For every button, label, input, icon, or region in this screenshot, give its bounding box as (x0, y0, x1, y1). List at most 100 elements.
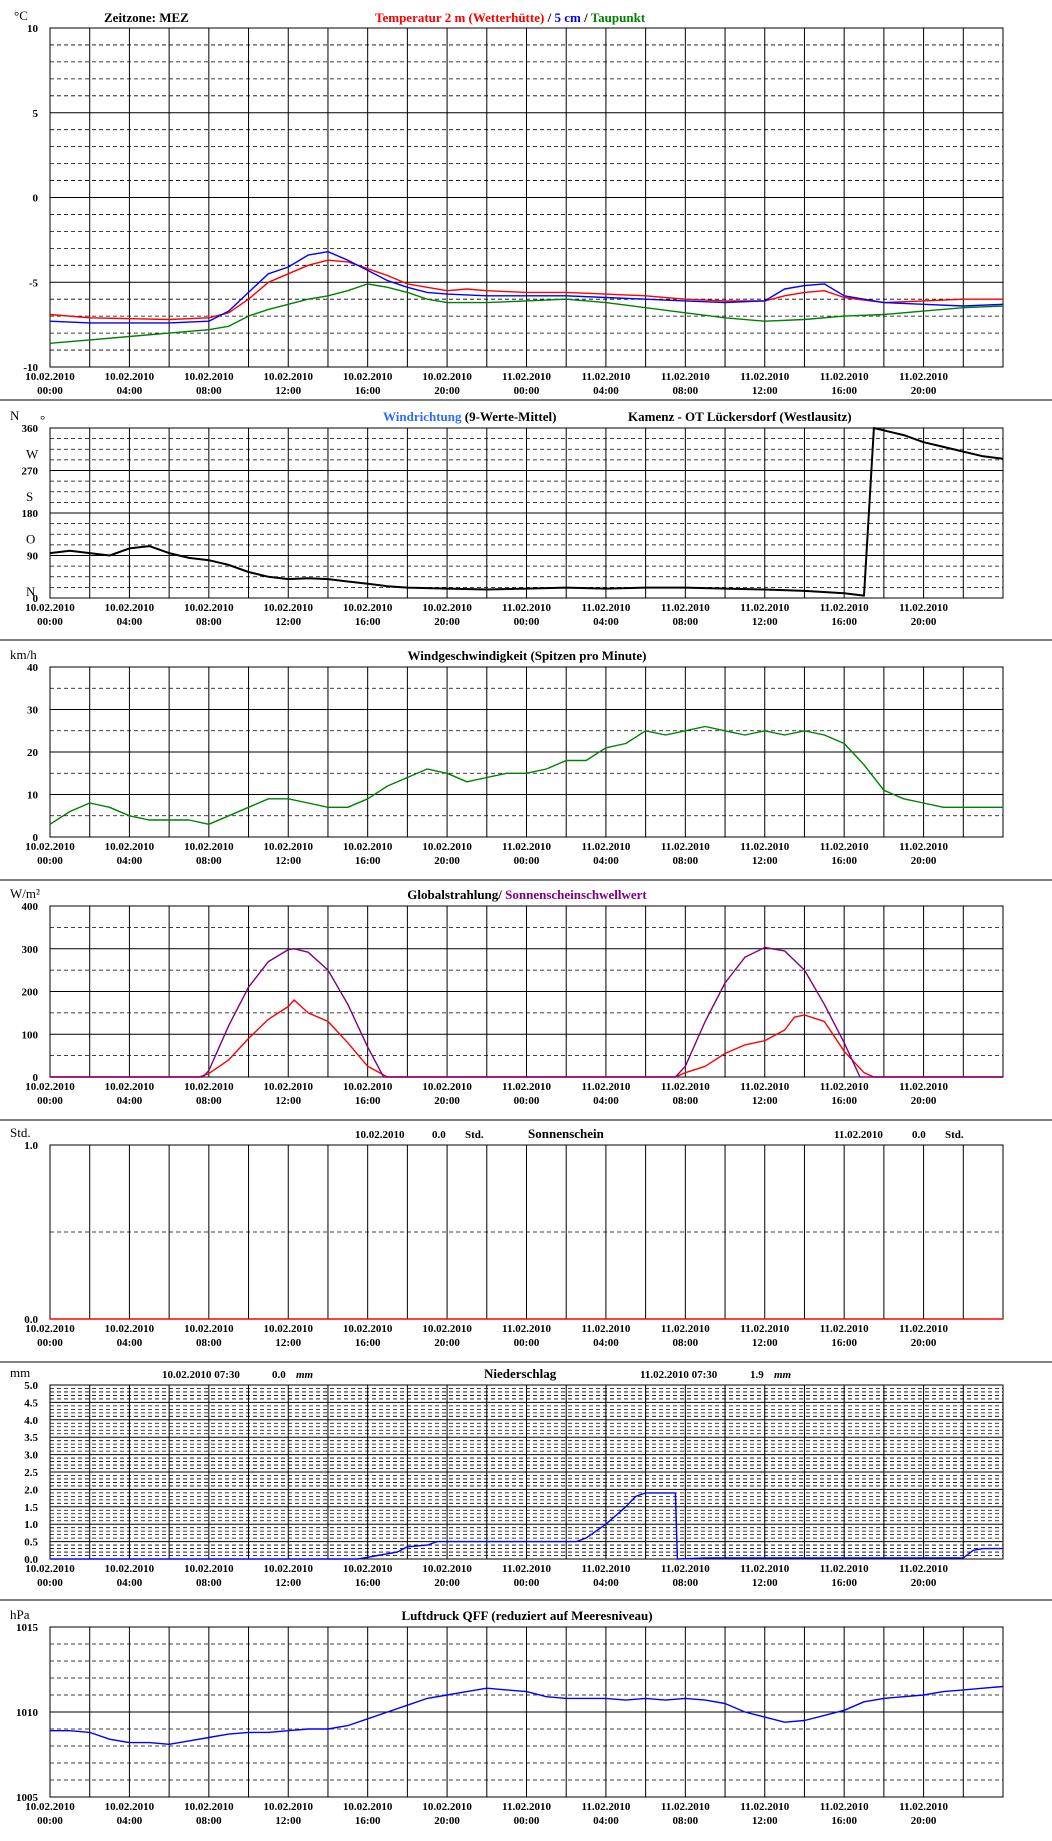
x-tick-date: 11.02.2010 (820, 1801, 869, 1813)
panel-wind_direction: 360 270 180 90 0 W S O N N ° Windrichtung (9-Werte-… (10, 408, 1004, 628)
x-tick-date: 11.02.2010 (820, 371, 869, 383)
x-tick-date: 10.02.2010 (422, 1323, 472, 1335)
x-tick-time: 08:00 (196, 385, 222, 397)
unit-label: °C (14, 8, 28, 23)
plot-frame (49, 27, 1004, 368)
x-tick-date: 11.02.2010 (581, 1323, 630, 1335)
panel-title: Temperatur 2 m (Wetterhütte) / 5 cm / Ta… (375, 10, 646, 25)
x-tick-date: 11.02.2010 (899, 371, 948, 383)
series-temperature-0 (49, 259, 1003, 321)
x-tick-time: 00:00 (37, 1337, 63, 1349)
x-tick-time: 12:00 (275, 855, 301, 867)
x-tick-date: 10.02.2010 (343, 841, 393, 853)
x-tick-time: 00:00 (37, 1577, 63, 1589)
x-tick-time: 12:00 (275, 1815, 301, 1827)
panel-title: Windrichtung (9-Werte-Mittel) (383, 409, 556, 424)
sum-date: 11.02.2010 07:30 (640, 1369, 718, 1381)
unit-label: W/m² (10, 886, 40, 901)
x-tick-date: 10.02.2010 (422, 1563, 472, 1575)
sum-value: 0.0 (912, 1129, 926, 1141)
x-tick-time: 00:00 (514, 1095, 540, 1107)
x-tick-date: 11.02.2010 (502, 841, 551, 853)
x-tick-time: 08:00 (196, 1815, 222, 1827)
series-temperature-2 (49, 283, 1004, 344)
y-tick-label: 200 (22, 987, 39, 999)
x-tick-time: 16:00 (831, 1577, 857, 1589)
y-tick-label: 5 (33, 108, 39, 120)
x-tick-date: 11.02.2010 (502, 602, 551, 614)
x-tick-time: 16:00 (355, 385, 381, 397)
x-tick-date: 11.02.2010 (820, 1563, 869, 1575)
x-tick-time: 20:00 (434, 855, 460, 867)
y-tick-label: 2.5 (24, 1467, 38, 1479)
x-tick-date: 11.02.2010 (581, 1801, 630, 1813)
x-tick-time: 12:00 (752, 1577, 778, 1589)
x-tick-time: 16:00 (831, 1095, 857, 1107)
x-tick-time: 08:00 (672, 616, 698, 628)
y-tick-label: -5 (29, 277, 39, 289)
y-tick-label: 0.0 (24, 1314, 38, 1326)
x-tick-date: 10.02.2010 (25, 602, 75, 614)
x-tick-time: 20:00 (911, 855, 937, 867)
panel-title: Luftdruck QFF (reduziert auf Meeresnivea… (401, 1608, 652, 1623)
x-tick-date: 10.02.2010 (422, 1081, 472, 1093)
y-tick-label: 1010 (16, 1707, 39, 1719)
x-tick-date: 11.02.2010 (740, 1801, 789, 1813)
x-tick-time: 04:00 (593, 385, 619, 397)
series-pressure-0 (50, 1685, 1004, 1746)
y-tick-label: 30 (27, 705, 39, 717)
x-tick-time: 12:00 (275, 1337, 301, 1349)
x-tick-date: 10.02.2010 (422, 1801, 472, 1813)
x-tick-time: 00:00 (514, 1815, 540, 1827)
x-tick-time: 16:00 (831, 385, 857, 397)
x-tick-date: 11.02.2010 (899, 841, 948, 853)
x-tick-time: 00:00 (514, 385, 540, 397)
x-tick-time: 16:00 (355, 1577, 381, 1589)
x-tick-time: 00:00 (514, 616, 540, 628)
x-tick-date: 10.02.2010 (105, 841, 155, 853)
x-tick-time: 08:00 (672, 1815, 698, 1827)
x-tick-date: 11.02.2010 (661, 1323, 710, 1335)
x-tick-date: 11.02.2010 (581, 371, 630, 383)
panel-pressure: 1015 1010 1005 hPa Luftdruck QFF (reduziert … (10, 1607, 1004, 1827)
title-part: Temperatur 2 m (Wetterhütte) (375, 10, 548, 25)
y-tick-label: 400 (22, 901, 39, 913)
x-tick-date: 11.02.2010 (502, 1081, 551, 1093)
x-tick-time: 20:00 (434, 1815, 460, 1827)
x-tick-time: 00:00 (514, 855, 540, 867)
x-tick-time: 20:00 (911, 1337, 937, 1349)
x-tick-date: 11.02.2010 (740, 371, 789, 383)
x-tick-time: 04:00 (593, 1337, 619, 1349)
title-part: Luftdruck QFF (reduziert auf Meeresnivea… (401, 1608, 652, 1623)
y-tick-label: 0 (33, 1072, 39, 1084)
x-tick-date: 10.02.2010 (343, 1081, 393, 1093)
x-tick-time: 12:00 (752, 1337, 778, 1349)
panel-temperature: 10 5 0 -5 -10 °C Temperatur 2 m (Wetterhütte) … (14, 8, 1004, 397)
x-tick-date: 11.02.2010 (899, 602, 948, 614)
x-tick-date: 11.02.2010 (820, 1323, 869, 1335)
x-tick-time: 08:00 (196, 1337, 222, 1349)
x-tick-date: 10.02.2010 (105, 371, 155, 383)
sum-value: 1.9 (750, 1369, 764, 1381)
y-tick-label: 0.5 (24, 1537, 38, 1549)
y-tick-label: 1.0 (24, 1519, 38, 1531)
panel-title: Sonnenschein (528, 1126, 605, 1141)
title-part: Windrichtung (383, 409, 465, 424)
panel-title: Globalstrahlung/ Sonnenscheinschwellwert (407, 887, 647, 902)
x-tick-date: 11.02.2010 (899, 1323, 948, 1335)
plot-frame (49, 427, 1004, 599)
y-tick-label: 180 (22, 508, 39, 520)
y-tick-label: 0 (33, 593, 39, 605)
x-tick-time: 00:00 (514, 1337, 540, 1349)
x-tick-time: 00:00 (37, 855, 63, 867)
x-tick-date: 11.02.2010 (502, 1801, 551, 1813)
x-tick-date: 10.02.2010 (105, 1563, 155, 1575)
x-tick-date: 11.02.2010 (740, 1081, 789, 1093)
x-tick-time: 16:00 (355, 1095, 381, 1107)
sum-unit: mm (296, 1369, 314, 1381)
x-tick-time: 12:00 (275, 616, 301, 628)
x-tick-date: 10.02.2010 (264, 1081, 314, 1093)
x-tick-date: 10.02.2010 (25, 1801, 75, 1813)
unit-label: mm (10, 1365, 30, 1380)
